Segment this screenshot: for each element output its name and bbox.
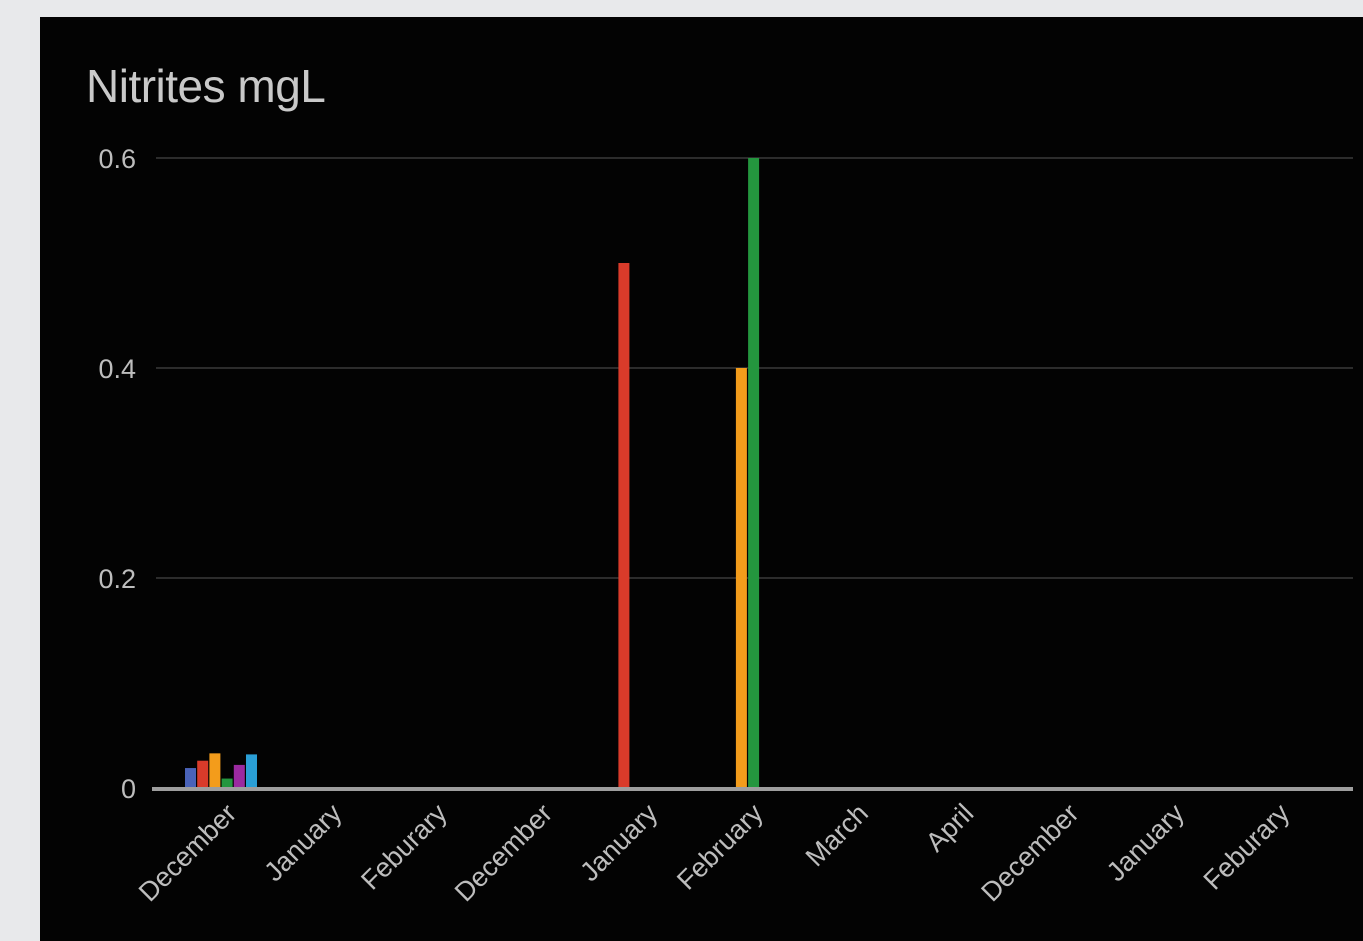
chart-title: Nitrites mgL [86,60,326,112]
x-tick-label: December [449,798,558,907]
x-tick-label: January [258,798,347,887]
y-tick-label: 0.6 [98,144,136,174]
bar [246,754,257,788]
bar [197,760,209,788]
y-tick-label: 0.2 [98,564,136,594]
bar [748,158,760,788]
bar [185,768,196,788]
x-tick-label: January [574,798,663,887]
y-tick-label: 0 [121,774,136,804]
x-tick-label: December [133,798,242,907]
x-tick-label: December [975,798,1084,907]
x-tick-label: March [800,798,874,872]
y-tick-label: 0.4 [98,354,136,384]
bar [209,753,221,788]
bar [735,368,747,788]
x-tick-label: April [920,798,979,857]
bar [618,263,630,788]
bar [233,764,245,788]
x-tick-label: January [1101,798,1190,887]
x-tick-label: February [671,798,769,896]
x-tick-label: Feburary [355,798,453,896]
x-tick-label: Feburary [1198,798,1296,896]
chart-card: Nitrites mgL 0 0.2 0.4 0.6 December January Fe… [40,17,1363,941]
bar [221,778,233,788]
